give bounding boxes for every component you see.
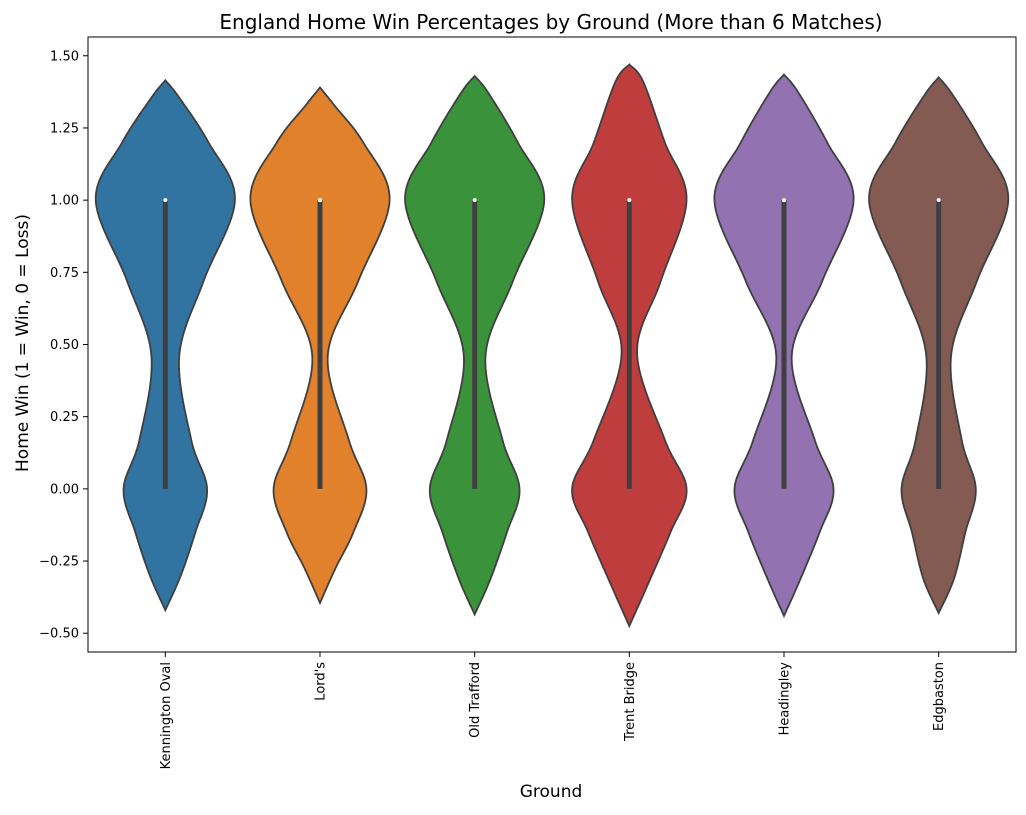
y-tick-label-3: 0.25 bbox=[50, 410, 79, 425]
x-tick-label-5: Edgbaston bbox=[932, 662, 947, 731]
violin-median-3 bbox=[627, 198, 632, 203]
y-tick-label-4: 0.50 bbox=[50, 338, 79, 353]
y-tick-label-2: 0.00 bbox=[50, 482, 79, 497]
plot-area: −0.50 −0.25 0.00 0.25 0.50 0.75 1.00 1.25 1.50 Ke… bbox=[39, 36, 1017, 769]
y-tick-label-6: 1.00 bbox=[50, 194, 79, 209]
x-tick-label-3: Trent Bridge bbox=[623, 662, 638, 742]
violin-median-0 bbox=[163, 198, 168, 203]
chart-title: England Home Win Percentages by Ground (… bbox=[219, 10, 882, 34]
x-axis-label: Ground bbox=[520, 782, 583, 802]
plot-frame bbox=[87, 36, 1017, 653]
violin-median-2 bbox=[472, 198, 477, 203]
y-tick-label-5: 0.75 bbox=[50, 266, 79, 281]
y-tick-label-0: −0.50 bbox=[39, 627, 79, 642]
y-tick-label-8: 1.50 bbox=[50, 49, 79, 64]
x-tick-label-1: Lord's bbox=[314, 662, 329, 701]
y-tick-label-7: 1.25 bbox=[50, 121, 79, 136]
violin-median-4 bbox=[782, 198, 786, 203]
x-tick-label-0: Kennington Oval bbox=[159, 662, 174, 769]
y-axis-label: Home Win (1 = Win, 0 = Loss) bbox=[13, 214, 33, 472]
violin-median-5 bbox=[936, 198, 941, 203]
x-tick-label-2: Old Trafford bbox=[468, 662, 483, 738]
violin-median-1 bbox=[318, 198, 322, 203]
y-tick-label-1: −0.25 bbox=[39, 555, 79, 570]
x-tick-label-4: Headingley bbox=[778, 662, 793, 736]
